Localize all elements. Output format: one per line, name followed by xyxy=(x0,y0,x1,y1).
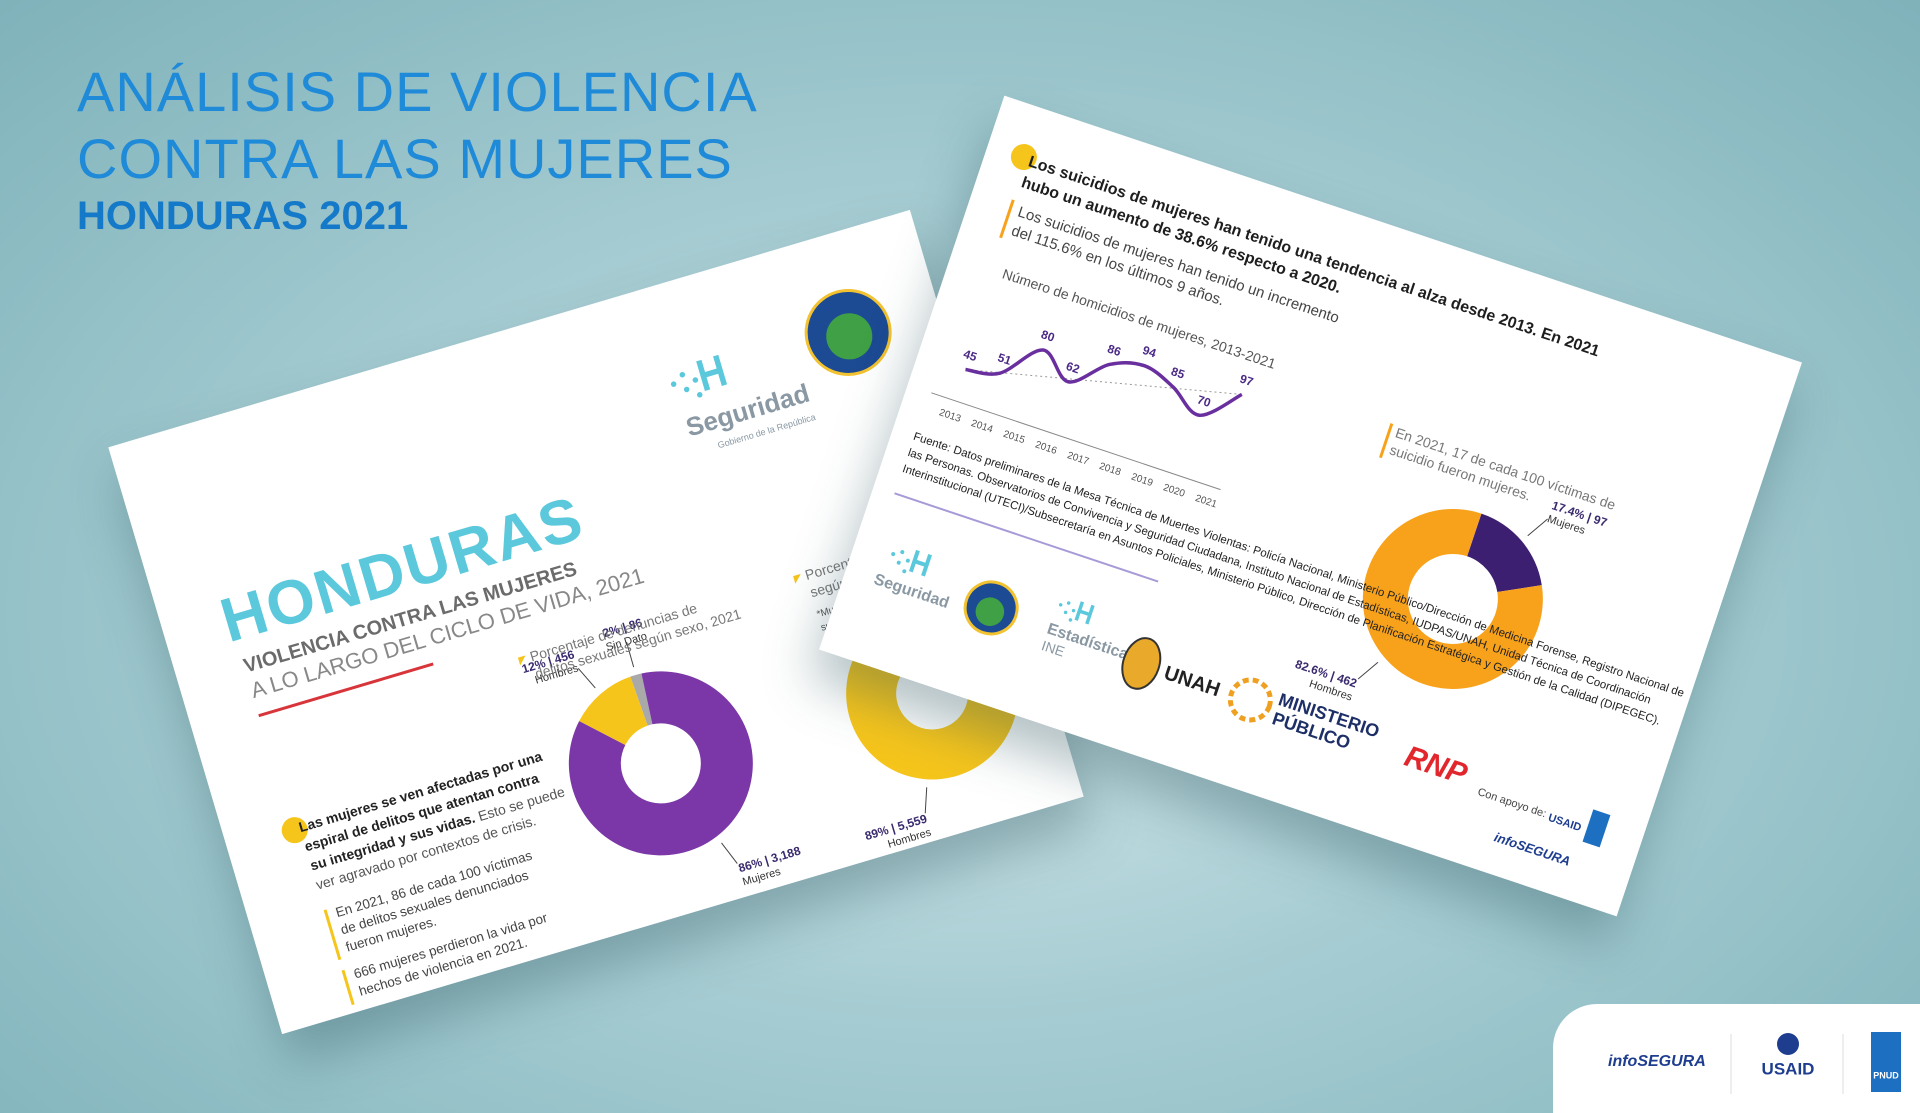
x-axis xyxy=(931,392,1221,491)
logo-text: UNAH xyxy=(1161,662,1223,701)
logo-text: infoSEGURA xyxy=(1492,829,1572,868)
logo-dot xyxy=(1058,603,1063,607)
undp-logo xyxy=(1871,1032,1901,1092)
donut-segment xyxy=(1362,508,1543,689)
usaid-seal xyxy=(1777,1033,1799,1055)
leader-line xyxy=(577,667,596,689)
source-underline xyxy=(894,492,1159,583)
bullet-dot xyxy=(1010,144,1037,171)
data-label: 97 xyxy=(1238,372,1255,390)
data-label: 80 xyxy=(1039,327,1056,345)
logo-dot xyxy=(670,381,677,387)
data-label: 62 xyxy=(1064,359,1081,377)
logo-h xyxy=(1074,601,1095,625)
leader-line xyxy=(1357,661,1379,680)
logo-text: RNP xyxy=(1401,740,1472,792)
quote-bar xyxy=(999,199,1015,239)
line-series xyxy=(965,348,1243,418)
footer-logo: infoSEGURA xyxy=(1608,1053,1706,1070)
data-label: 51 xyxy=(996,350,1013,368)
logo-dot xyxy=(679,371,686,378)
data-label: 70 xyxy=(1195,392,1212,410)
logo-text: Con apoyo de: xyxy=(1476,786,1548,820)
data-label: 85 xyxy=(1169,364,1186,382)
right-card: Los suicidios de mujeres han tenido una … xyxy=(819,95,1802,917)
logo-text: Seguridad xyxy=(872,571,952,612)
logo-text: INE xyxy=(1040,637,1067,660)
trend-line xyxy=(965,368,1242,395)
leader-line xyxy=(924,787,928,814)
accent-line xyxy=(258,662,434,718)
logo-dot xyxy=(900,550,905,555)
badge-inner xyxy=(826,313,873,360)
bullet-dot xyxy=(281,817,308,844)
x-tick-label: 2016 xyxy=(1034,439,1059,457)
logo-dot xyxy=(1068,618,1073,622)
logo-dot xyxy=(902,569,907,574)
leader-line xyxy=(1527,518,1548,537)
bullet-bar xyxy=(341,969,355,1006)
title-marker xyxy=(793,573,801,584)
footer-logo: PNUD xyxy=(1873,1070,1899,1080)
x-tick-label: 2018 xyxy=(1098,461,1123,479)
data-label: 86 xyxy=(1106,342,1123,360)
footer: infoSEGURA USAID PNUD xyxy=(1553,1004,1920,1113)
footer-canvas: infoSEGURA USAID PNUD xyxy=(1608,1032,1901,1094)
logo-dot xyxy=(692,377,699,383)
title-year: HONDURAS 2021 xyxy=(77,194,409,239)
title-line: CONTRA LAS MUJERES xyxy=(77,127,733,191)
logo-dot xyxy=(1063,610,1068,615)
leader-line xyxy=(721,842,738,864)
logo-dot xyxy=(896,560,901,565)
logo-dot xyxy=(891,552,896,557)
donut-segment xyxy=(579,676,648,745)
logo-text: USAID xyxy=(1547,812,1583,834)
logo-dot xyxy=(696,392,703,398)
x-tick-label: 2014 xyxy=(970,418,995,436)
badge-inner xyxy=(975,597,1005,627)
logo-dot xyxy=(1071,608,1076,613)
unah-seal xyxy=(1121,637,1162,690)
quote-bar xyxy=(1379,423,1394,459)
undp-logo xyxy=(1582,809,1611,848)
x-tick-label: 2013 xyxy=(938,407,963,425)
donut-segment xyxy=(568,671,753,856)
donut-segment xyxy=(1467,513,1542,593)
x-tick-label: 2020 xyxy=(1162,482,1187,500)
title-marker xyxy=(517,655,526,666)
x-tick-label: 2017 xyxy=(1066,450,1091,468)
x-tick-label: 2019 xyxy=(1130,472,1155,490)
logo-h xyxy=(696,354,728,391)
data-label: 94 xyxy=(1141,343,1158,361)
leader-line xyxy=(626,642,635,668)
donut-segment xyxy=(630,673,653,726)
footer-logo: USAID xyxy=(1762,1059,1815,1078)
x-tick-label: 2021 xyxy=(1194,493,1219,511)
mp-icon xyxy=(1227,677,1273,723)
right-card-canvas: Los suicidios de mujeres han tenido una … xyxy=(872,144,1685,869)
x-tick-label: 2015 xyxy=(1002,429,1027,447)
logo-dot xyxy=(905,558,910,563)
title-line: ANÁLISIS DE VIOLENCIA xyxy=(77,60,758,123)
logo-dot xyxy=(683,386,690,393)
data-label: 45 xyxy=(962,347,979,365)
header: ANÁLISIS DE VIOLENCIA CONTRA LAS MUJERES… xyxy=(77,58,758,240)
logo-h xyxy=(908,549,933,577)
bullet-bar xyxy=(323,909,342,961)
logo-dot xyxy=(1066,601,1071,605)
